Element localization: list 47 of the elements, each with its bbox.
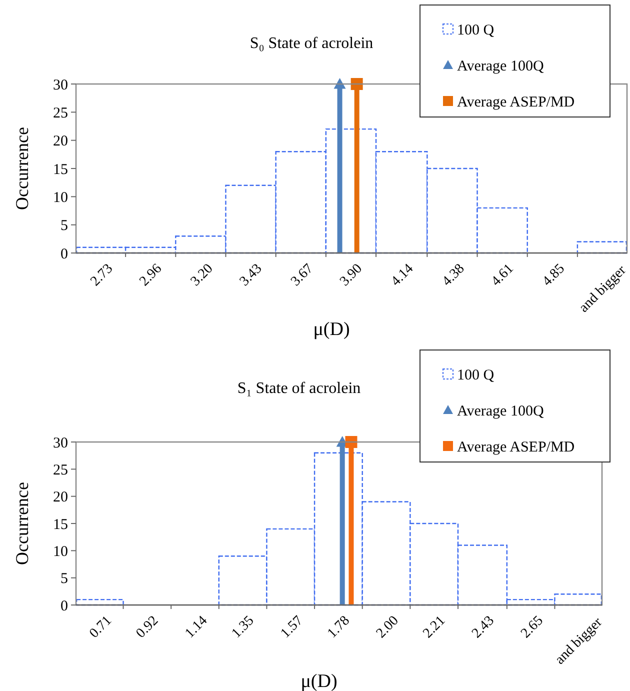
x-tick-label: 4.38 — [440, 261, 468, 290]
legend-label: 100 Q — [457, 22, 494, 38]
x-tick-label: 4.14 — [388, 261, 417, 290]
x-tick-label: 2.21 — [420, 613, 448, 642]
legend-label: Average 100Q — [457, 403, 544, 420]
y-tick-label: 25 — [53, 462, 68, 478]
legend-label: Average ASEP/MD — [457, 439, 575, 456]
x-tick-label: 0.71 — [86, 613, 115, 642]
chart-title: S₁ State of acrolein — [237, 380, 361, 397]
x-tick-label: 4.61 — [488, 261, 517, 290]
legend-label: 100 Q — [457, 367, 494, 384]
y-tick-label: 5 — [60, 218, 68, 234]
y-tick-label: 25 — [53, 105, 68, 122]
x-axis-title: μ(D) — [300, 671, 338, 691]
legend-label: Average ASEP/MD — [457, 94, 575, 110]
x-tick-label: 0.92 — [134, 613, 162, 642]
x-tick-label: 3.90 — [337, 261, 366, 290]
x-tick-label: 4.85 — [540, 261, 568, 290]
x-tick-label: 1.57 — [278, 613, 306, 642]
x-tick-label: 2.00 — [374, 613, 402, 642]
y-tick-label: 10 — [53, 544, 68, 560]
y-tick-label: 20 — [53, 490, 68, 506]
x-axis-title: μ(D) — [313, 319, 350, 340]
y-tick-label: 0 — [60, 598, 68, 614]
y-tick-label: 10 — [53, 190, 68, 206]
chart-title: S₀ State of acrolein — [250, 35, 374, 52]
x-tick-label: 1.14 — [182, 613, 210, 642]
x-tick-label: 1.35 — [229, 613, 258, 642]
legend-label: Average 100Q — [457, 58, 544, 74]
y-tick-label: 0 — [60, 246, 68, 262]
y-tick-label: 30 — [53, 77, 68, 94]
y-tick-label: 15 — [53, 162, 68, 178]
y-tick-label: 15 — [53, 516, 68, 533]
x-tick-label: 2.65 — [518, 613, 546, 642]
y-tick-label: 5 — [60, 571, 68, 588]
x-tick-label: 2.43 — [469, 613, 498, 642]
y-axis-title: Occurrence — [12, 127, 32, 210]
x-tick-label: 1.78 — [324, 613, 353, 642]
x-tick-label: 3.67 — [288, 261, 316, 290]
x-tick-label: 2.96 — [137, 261, 166, 290]
bar — [576, 241, 628, 254]
y-axis-title: Occurrence — [12, 482, 32, 565]
x-tick-label: 2.73 — [88, 261, 116, 290]
x-tick-label: 3.43 — [237, 261, 266, 290]
y-tick-label: 20 — [53, 134, 68, 150]
y-tick-label: 30 — [53, 435, 68, 452]
x-tick-label: 3.20 — [188, 261, 216, 290]
